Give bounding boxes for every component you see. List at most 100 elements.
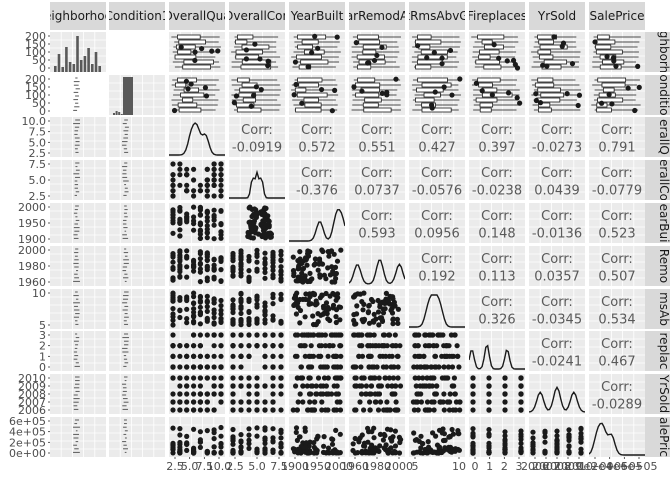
scatter-point xyxy=(368,383,374,389)
scatter-point xyxy=(390,321,396,327)
panel-8-6 xyxy=(409,374,465,414)
scatter-point xyxy=(204,293,210,299)
bar xyxy=(54,66,57,72)
scatter-point xyxy=(455,430,461,437)
scatter-point xyxy=(278,353,284,359)
scatter-point xyxy=(170,177,176,183)
y-tick-label: 2007 xyxy=(18,396,46,409)
x-tick-label: 2008 xyxy=(543,460,571,473)
scatter-point xyxy=(383,290,389,296)
panel-bg xyxy=(349,203,405,243)
scatter-point xyxy=(191,188,197,194)
scatter-point xyxy=(315,311,321,317)
panel-bg xyxy=(289,331,345,371)
scatter-point xyxy=(297,307,304,314)
scatter-point xyxy=(412,375,418,381)
panel-bg xyxy=(349,331,405,371)
scatter-point xyxy=(376,391,383,397)
scatter-point xyxy=(218,166,224,172)
outlier-point xyxy=(318,86,325,93)
scatter-point xyxy=(357,383,363,389)
scatter-point xyxy=(245,229,251,236)
scatter-point xyxy=(325,249,331,255)
panel-1-2 xyxy=(169,75,225,115)
scatter-point xyxy=(330,302,337,308)
scatter-point xyxy=(238,291,244,297)
scatter-point xyxy=(417,364,423,370)
scatter-point xyxy=(254,266,260,272)
box xyxy=(595,49,623,55)
scatter-point xyxy=(365,425,371,431)
panel-9-1 xyxy=(109,417,165,457)
scatter-point xyxy=(262,332,268,338)
scatter-point xyxy=(395,375,401,381)
y-tick-label: 10.0 xyxy=(22,115,47,128)
scatter-point xyxy=(325,375,331,381)
scatter-point xyxy=(170,446,176,452)
panel-0-3 xyxy=(229,32,285,72)
density-line xyxy=(169,122,225,156)
panel-bg xyxy=(109,417,165,457)
box xyxy=(177,49,192,55)
scatter-point xyxy=(333,427,339,433)
scatter-point xyxy=(338,247,344,253)
scatter-point xyxy=(446,407,453,413)
scatter-point xyxy=(270,264,276,270)
scatter-point xyxy=(254,247,260,253)
panel-bg xyxy=(109,289,165,329)
scatter-point xyxy=(290,446,296,452)
row-strip-7 xyxy=(642,331,670,371)
bar xyxy=(118,112,121,115)
outlier-point xyxy=(231,100,237,106)
outlier-point xyxy=(203,93,210,99)
scatter-point xyxy=(270,447,276,453)
scatter-point xyxy=(542,434,548,440)
scatter-point xyxy=(218,172,224,178)
outlier-point xyxy=(366,60,372,66)
scatter-point xyxy=(375,297,381,304)
scatter-point xyxy=(191,343,197,349)
scatter-point xyxy=(246,321,252,328)
y-tick-label: 2006 xyxy=(18,404,46,417)
scatter-point xyxy=(204,364,210,370)
scatter-point xyxy=(427,343,433,349)
scatter-point xyxy=(327,343,333,349)
scatter-point xyxy=(334,450,340,456)
outlier-point xyxy=(379,90,385,96)
scatter-point xyxy=(518,375,524,381)
scatter-point xyxy=(294,290,300,296)
panel-bg xyxy=(589,160,645,200)
scatter-point xyxy=(261,217,267,223)
bar xyxy=(91,64,94,72)
scatter-point xyxy=(451,375,457,381)
corr-value: 0.0357 xyxy=(534,269,580,284)
scatter-point xyxy=(387,407,393,413)
scatter-point xyxy=(321,443,327,449)
scatter-point xyxy=(170,353,176,359)
scatter-point xyxy=(373,399,379,405)
scatter-point xyxy=(278,444,284,450)
bar xyxy=(123,113,126,115)
panel-6-2 xyxy=(169,289,225,329)
scatter-point xyxy=(308,301,314,307)
box xyxy=(180,92,205,98)
y-tick-label: 100 xyxy=(25,89,46,102)
scatter-point xyxy=(230,343,236,349)
scatter-point xyxy=(177,233,183,239)
scatter-point xyxy=(432,353,439,359)
box xyxy=(479,102,494,108)
scatter-point xyxy=(333,319,339,326)
scatter-point xyxy=(197,311,203,317)
bar xyxy=(61,67,64,72)
scatter-point xyxy=(322,332,328,338)
panel-4-8: Corr: -0.0136 xyxy=(529,203,585,243)
scatter-point xyxy=(177,172,183,178)
outlier-point xyxy=(540,62,546,68)
corr-value: 0.326 xyxy=(478,312,515,327)
scatter-point xyxy=(204,428,210,434)
scatter-point xyxy=(331,251,337,257)
scatter-point xyxy=(170,212,176,218)
scatter-point xyxy=(278,427,284,433)
outlier-point xyxy=(209,48,215,54)
scatter-point xyxy=(429,399,435,405)
